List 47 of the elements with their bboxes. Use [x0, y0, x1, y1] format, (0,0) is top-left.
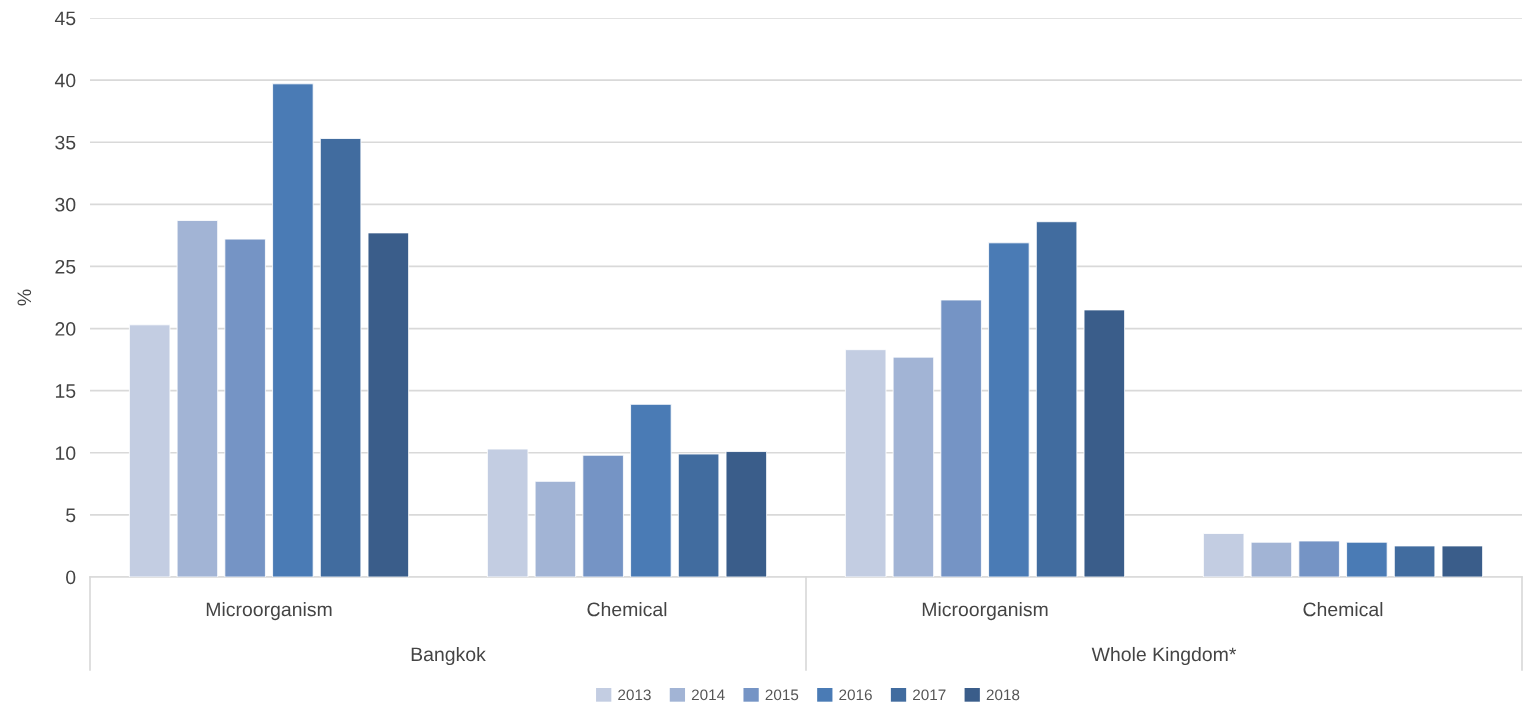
y-tick-label: 25	[55, 259, 76, 274]
bar	[630, 403, 672, 577]
bar	[940, 299, 982, 577]
bar	[1298, 540, 1340, 577]
bar	[1441, 545, 1484, 577]
bar	[272, 83, 314, 577]
x-tick-label: Chemical	[587, 602, 667, 617]
legend-label: 2017	[913, 689, 946, 701]
bar	[988, 242, 1030, 577]
y-tick-label: 35	[55, 135, 76, 150]
legend-label: 2015	[765, 689, 799, 701]
bar	[1202, 533, 1245, 577]
text: Whole Kingdom*	[1091, 646, 1237, 666]
y-tick-label: 15	[55, 384, 76, 398]
legend-label: 2014	[691, 689, 725, 701]
x-tick-label: Chemical	[1303, 602, 1383, 617]
x-tick-label: Microorganism	[922, 602, 1048, 621]
y-tick-label: 40	[54, 73, 76, 88]
y-tick-label: 45	[54, 11, 76, 26]
y-tick-label: 5	[66, 508, 76, 523]
bar	[1035, 221, 1078, 577]
bar	[367, 232, 410, 577]
bar	[725, 451, 768, 577]
bar	[677, 453, 720, 577]
bar	[224, 238, 266, 577]
bar	[582, 454, 624, 577]
bar	[1250, 541, 1293, 577]
legend-label: 2013	[618, 689, 651, 701]
bar	[1393, 545, 1436, 577]
bar	[892, 356, 935, 577]
y-tick-label: 20	[55, 322, 76, 336]
y-axis-title: %	[17, 289, 32, 306]
y-tick-label: 10	[55, 446, 76, 461]
text: Bangkok	[411, 646, 486, 666]
x-tick-label: Microorganism	[206, 602, 332, 621]
y-tick-label: 0	[66, 570, 76, 585]
bar	[319, 138, 362, 577]
bar	[486, 448, 529, 577]
bar	[176, 220, 219, 577]
bar	[128, 324, 171, 577]
bar	[844, 349, 887, 577]
y-tick-label: 30	[55, 197, 76, 212]
legend-label: 2018	[986, 689, 1020, 701]
bar	[1346, 541, 1388, 577]
legend-label: 2016	[839, 689, 872, 701]
bar	[534, 480, 577, 577]
bar	[1083, 309, 1126, 577]
